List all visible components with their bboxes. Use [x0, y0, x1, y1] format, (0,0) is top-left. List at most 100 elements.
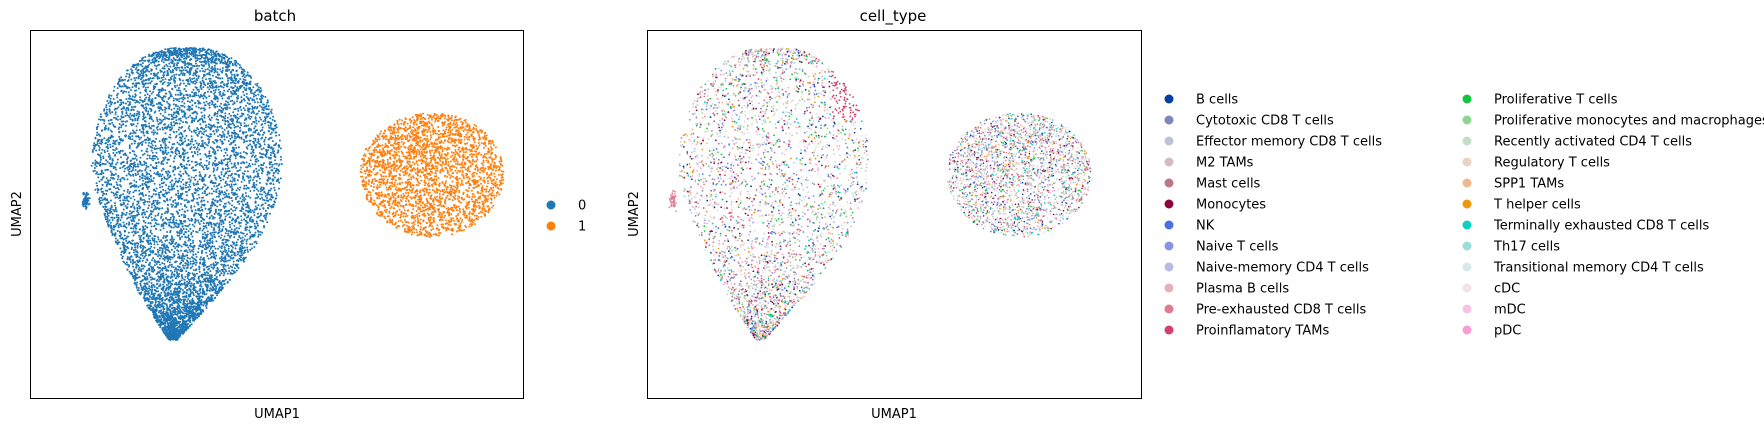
scatter-point — [162, 74, 165, 77]
scatter-point — [104, 124, 107, 127]
scatter-point — [187, 96, 189, 99]
scatter-point — [267, 108, 270, 111]
scatter-point — [197, 90, 200, 93]
scatter-point — [204, 184, 207, 187]
scatter-point — [96, 171, 98, 174]
scatter-point — [175, 193, 177, 196]
scatter-point — [170, 151, 173, 153]
scatter-point — [179, 236, 181, 239]
scatter-point — [195, 94, 198, 97]
scatter-point — [94, 163, 97, 166]
scatter-point — [209, 174, 212, 177]
scatter-point — [231, 199, 234, 202]
scatter-point — [213, 203, 216, 206]
scatter-point — [223, 53, 226, 56]
scatter-point — [245, 117, 248, 120]
scatter-point — [129, 258, 132, 261]
scatter-point — [167, 170, 170, 173]
scatter-point — [172, 57, 175, 59]
scatter-point — [225, 171, 228, 174]
scatter-point — [183, 290, 186, 293]
scatter-point — [120, 76, 123, 79]
scatter-point — [171, 213, 174, 216]
scatter-point — [145, 106, 147, 109]
scatter-point — [144, 169, 147, 172]
scatter-point — [178, 59, 181, 62]
scatter-point — [158, 249, 161, 252]
scatter-point — [206, 212, 209, 215]
scatter-point — [121, 149, 124, 152]
scatter-point — [216, 168, 219, 171]
scatter-point — [181, 79, 184, 82]
scatter-point — [218, 105, 221, 108]
scatter-point — [185, 181, 187, 184]
scatter-point — [224, 115, 227, 117]
scatter-point — [172, 99, 175, 102]
scatter-point — [181, 192, 184, 195]
scatter-point — [191, 119, 194, 122]
scatter-point — [131, 86, 134, 89]
scatter-point — [190, 151, 193, 154]
scatter-point — [205, 143, 208, 146]
scatter-point — [130, 206, 133, 208]
scatter-point — [146, 304, 149, 307]
scatter-point — [228, 170, 231, 173]
scatter-point — [148, 96, 151, 99]
scatter-point — [106, 219, 109, 221]
scatter-point — [145, 96, 148, 99]
scatter-point — [191, 265, 194, 268]
scatter-point — [160, 80, 163, 83]
scatter-point — [127, 156, 129, 159]
scatter-point — [155, 151, 158, 154]
scatter-point — [97, 144, 100, 147]
scatter-point — [206, 90, 209, 93]
scatter-point — [171, 271, 174, 274]
scatter-point — [181, 178, 184, 181]
scatter-point — [127, 195, 130, 198]
scatter-point — [227, 247, 230, 250]
scatter-point — [112, 98, 115, 100]
scatter-point — [231, 180, 234, 183]
scatter-point — [118, 152, 121, 155]
scatter-point — [158, 301, 161, 304]
scatter-point — [116, 87, 119, 90]
scatter-point — [197, 94, 200, 97]
scatter-point — [139, 142, 142, 145]
scatter-point — [149, 169, 152, 172]
scatter-point — [205, 134, 208, 137]
scatter-point — [104, 203, 106, 206]
scatter-point — [159, 270, 162, 272]
scatter-point — [174, 168, 177, 171]
scatter-point — [143, 211, 146, 214]
scatter-point — [134, 94, 137, 97]
scatter-point — [241, 236, 244, 239]
scatter-point — [118, 126, 121, 129]
scatter-point — [206, 230, 209, 233]
scatter-point — [247, 144, 250, 147]
scatter-point — [125, 222, 128, 225]
scatter-point — [148, 197, 151, 200]
scatter-point — [259, 230, 262, 233]
scatter-point — [230, 254, 233, 257]
scatter-point — [264, 95, 267, 98]
scatter-point — [235, 269, 238, 272]
scatter-point — [130, 78, 133, 81]
scatter-point — [203, 240, 206, 242]
scatter-point — [230, 183, 233, 186]
scatter-point — [206, 68, 209, 70]
scatter-point — [244, 192, 247, 194]
scatter-point — [132, 215, 134, 218]
scatter-point — [238, 175, 240, 178]
scatter-point — [137, 173, 140, 176]
scatter-point — [196, 67, 199, 70]
scatter-point — [262, 187, 265, 190]
scatter-point — [151, 288, 154, 291]
scatter-point — [107, 128, 110, 131]
scatter-point — [274, 197, 277, 200]
scatter-point — [154, 144, 157, 147]
scatter-point — [135, 174, 137, 177]
scatter-point — [218, 235, 220, 238]
scatter-point — [94, 188, 97, 191]
scatter-point — [249, 226, 252, 229]
scatter-point — [208, 106, 211, 109]
